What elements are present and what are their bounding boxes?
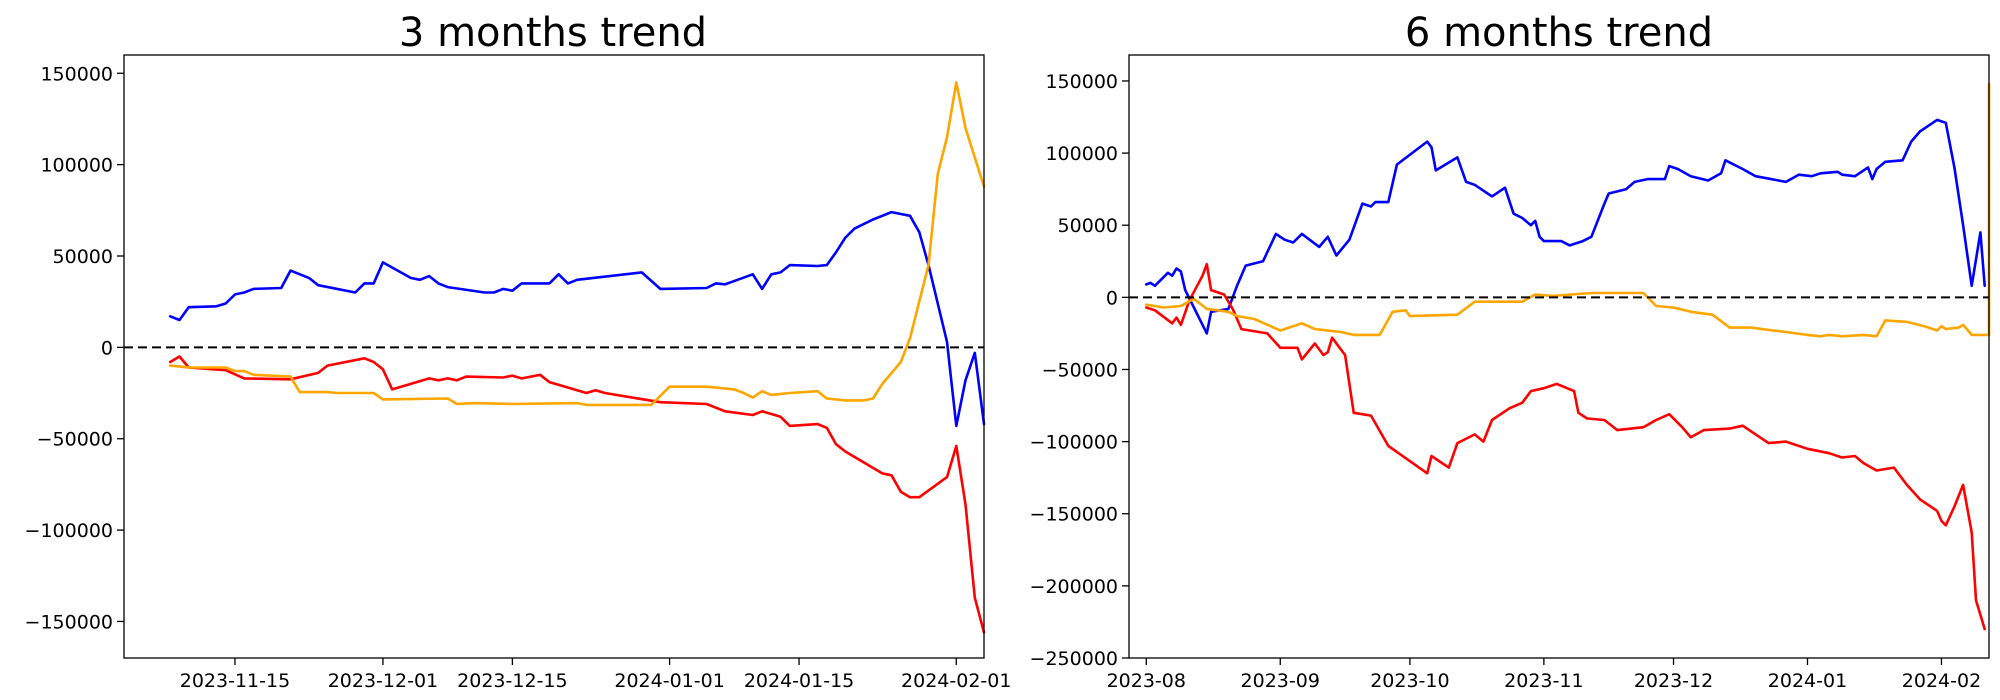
x-tick-label: 2023-12	[1634, 670, 1713, 692]
series-line-3	[1145, 82, 1991, 338]
series-group	[1145, 82, 1991, 631]
chart-3-months: 3 months trend −150000 −100000 −50000 0 5000…	[25, 10, 1012, 692]
y-tick-label: 100000	[40, 155, 113, 177]
plot-area-frame	[123, 54, 985, 659]
y-tick-label: −150000	[1030, 504, 1118, 526]
series-line-1	[168, 210, 986, 428]
x-tick-label: 2024-01-01	[614, 670, 724, 692]
x-tick-label: 2023-10	[1370, 670, 1449, 692]
y-tick-label: 0	[101, 337, 113, 359]
y-axis: −250000 −200000 −150000 −100000 −50000 0 50000…	[1030, 71, 1129, 670]
x-tick-label: 2024-02	[1902, 670, 1981, 692]
x-tick-label: 2024-01	[1768, 670, 1847, 692]
y-tick-label: −50000	[1042, 359, 1118, 381]
y-tick-label: −50000	[37, 429, 113, 451]
y-axis: −150000 −100000 −50000 0 50000 100000 150000	[25, 63, 124, 633]
x-axis: 2023-08 2023-09 2023-10 2023-11 2023-12 2024-…	[1107, 658, 1981, 692]
x-tick-label: 2023-08	[1107, 670, 1186, 692]
series-group	[168, 81, 986, 634]
chart-title: 6 months trend	[1405, 10, 1713, 56]
y-tick-label: 150000	[1045, 71, 1118, 93]
x-axis: 2023-11-15 2023-12-01 2023-12-15 2024-01-01…	[180, 658, 1011, 692]
y-tick-label: 150000	[40, 63, 113, 85]
series-line-3	[168, 81, 986, 407]
y-tick-label: 100000	[1045, 143, 1118, 165]
y-tick-label: −100000	[1030, 432, 1118, 454]
x-tick-label: 2024-01-15	[744, 670, 854, 692]
series-line-1	[1145, 118, 1986, 335]
y-tick-label: −100000	[25, 520, 113, 542]
y-tick-label: 50000	[53, 246, 113, 268]
series-line-2	[1145, 262, 1986, 631]
plot-area-frame	[1128, 54, 1990, 659]
y-tick-label: 50000	[1058, 215, 1118, 237]
series-line-2	[168, 355, 986, 634]
x-tick-label: 2023-11	[1504, 670, 1583, 692]
y-tick-label: −200000	[1030, 576, 1118, 598]
chart-title: 3 months trend	[399, 10, 707, 56]
x-tick-label: 2023-11-15	[180, 670, 290, 692]
x-tick-label: 2023-12-01	[328, 670, 438, 692]
chart-6-months: 6 months trend −250000 −200000 −150000 −100…	[1030, 10, 1991, 692]
y-tick-label: −250000	[1030, 648, 1118, 670]
y-tick-label: −150000	[25, 611, 113, 633]
x-tick-label: 2023-12-15	[457, 670, 567, 692]
x-tick-label: 2024-02-01	[901, 670, 1011, 692]
x-tick-label: 2023-09	[1241, 670, 1320, 692]
y-tick-label: 0	[1106, 287, 1118, 309]
